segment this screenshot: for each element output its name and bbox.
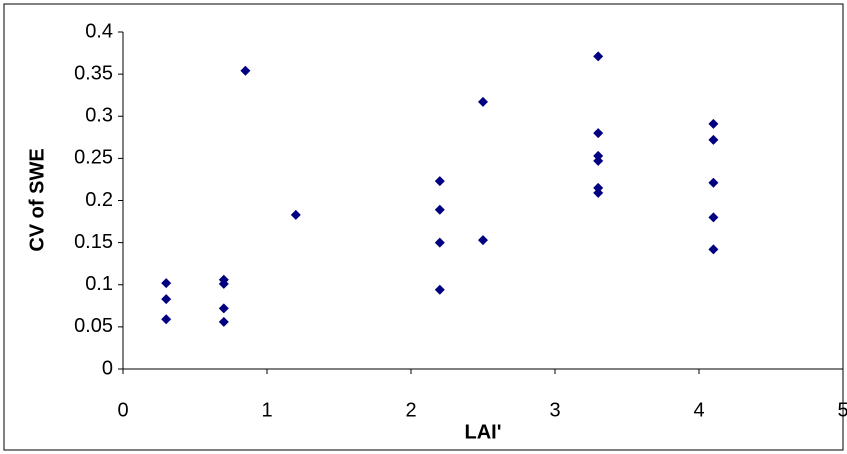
y-tick-label: 0.25	[74, 147, 113, 169]
y-tick-label: 0	[102, 357, 113, 379]
point	[593, 182, 604, 193]
point	[708, 118, 719, 129]
y-tick-label: 0.15	[74, 231, 113, 253]
point	[218, 316, 229, 327]
x-tick-label: 4	[693, 399, 704, 421]
point	[593, 128, 604, 139]
x-tick-label: 2	[405, 399, 416, 421]
point	[478, 235, 488, 246]
point	[708, 244, 719, 255]
point	[218, 278, 229, 289]
point	[593, 51, 604, 62]
point	[240, 65, 251, 76]
x-axis-title: LAI'	[465, 421, 502, 443]
point	[593, 150, 604, 161]
point	[708, 212, 719, 223]
y-tick-label: 0.2	[85, 189, 113, 211]
point	[290, 209, 301, 220]
y-tick-label: 0.05	[74, 315, 113, 337]
chart-frame	[3, 3, 844, 451]
y-tick-label: 0.4	[85, 20, 113, 42]
y-tick-label: 0.35	[74, 62, 113, 84]
point	[161, 314, 172, 325]
point	[434, 284, 445, 295]
point	[434, 176, 445, 187]
point	[161, 278, 172, 289]
y-axis-title: CV of SWE	[26, 148, 48, 251]
point	[161, 294, 172, 305]
point	[434, 204, 445, 215]
x-tick-label: 5	[837, 399, 847, 421]
y-tick-label: 0.1	[85, 273, 113, 295]
point	[434, 237, 445, 248]
x-tick-label: 3	[549, 399, 560, 421]
point	[708, 134, 719, 145]
point	[218, 303, 229, 314]
point	[593, 155, 604, 166]
point	[478, 96, 488, 107]
x-tick-label: 0	[117, 399, 128, 421]
point	[593, 187, 604, 198]
point	[708, 177, 719, 188]
y-tick-label: 0.3	[85, 105, 113, 127]
x-tick-label: 1	[261, 399, 272, 421]
